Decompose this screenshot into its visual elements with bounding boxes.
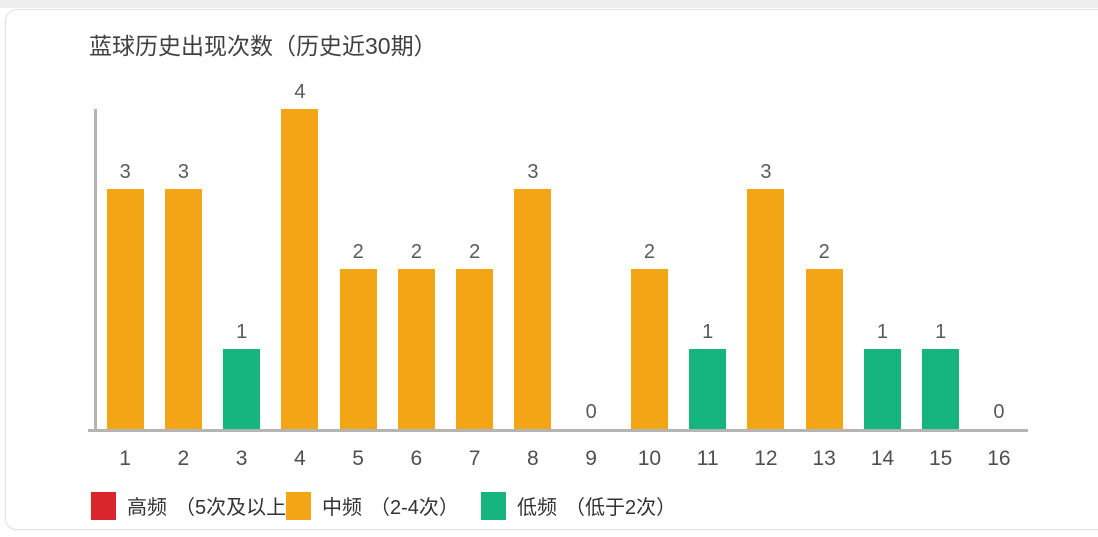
x-axis-line — [88, 429, 1028, 432]
x-axis-label: 5 — [352, 447, 364, 470]
x-axis-label: 16 — [987, 447, 1011, 470]
bar-column: 3 — [154, 109, 212, 429]
bar-value-label: 2 — [352, 241, 364, 263]
legend-range-label: （5次及以上） — [175, 497, 307, 519]
bar-value-label: 0 — [993, 401, 1005, 423]
bar-column: 0 — [970, 109, 1028, 429]
bar-value-label: 1 — [702, 321, 714, 343]
bar-value-label: 3 — [527, 161, 539, 183]
bar-value-label: 3 — [119, 161, 131, 183]
bar-value-label: 3 — [760, 161, 772, 183]
legend-swatch-icon — [481, 491, 506, 520]
bar[interactable] — [922, 349, 960, 429]
legend-item-3[interactable]: 低频 （低于2次） — [481, 491, 676, 520]
bar[interactable] — [339, 269, 377, 429]
bar[interactable] — [747, 189, 785, 429]
bar-column: 2 — [620, 109, 678, 429]
chart-title: 蓝球历史出现次数（历史近30期） — [89, 33, 437, 59]
legend-label: 低频 — [517, 497, 557, 519]
bar-column: 2 — [795, 109, 853, 429]
bar-column: 1 — [679, 109, 737, 429]
bar-column: 2 — [446, 109, 504, 429]
legend-range-label: （2-4次） — [370, 497, 459, 519]
bar[interactable] — [863, 349, 901, 429]
legend-range-label: （低于2次） — [565, 497, 677, 519]
bar[interactable] — [805, 269, 843, 429]
x-axis-label: 7 — [468, 447, 481, 470]
bar-value-label: 1 — [935, 321, 947, 343]
bar-column: 0 — [562, 109, 620, 429]
x-axis-label: 12 — [754, 447, 778, 470]
legend-label: 中频 — [322, 497, 362, 519]
x-axis-label: 14 — [870, 447, 895, 470]
page-top-strip — [0, 0, 1098, 8]
bar[interactable] — [397, 269, 435, 429]
legend: 高频 （5次及以上） 中频 （2-4次） 低频 （低于2次） — [91, 491, 1098, 520]
bar[interactable] — [281, 109, 319, 429]
x-axis-label: 1 — [119, 447, 131, 470]
legend-swatch-icon — [286, 491, 311, 520]
bar-column: 2 — [329, 109, 387, 429]
legend-swatch-icon — [91, 491, 116, 520]
bar-column: 4 — [271, 81, 329, 429]
bar-column: 3 — [737, 109, 795, 429]
x-axis-label: 4 — [294, 447, 306, 470]
bar-column: 3 — [96, 109, 154, 429]
bar-value-label: 3 — [177, 161, 189, 183]
plot-area: 3 3 1 4 2 2 2 3 0 2 1 3 2 1 1 0 — [88, 81, 1028, 432]
bar-value-label: 2 — [410, 241, 422, 263]
bar[interactable] — [630, 269, 668, 429]
bar[interactable] — [689, 349, 727, 429]
legend-item-1[interactable]: 高频 （5次及以上） — [91, 491, 306, 520]
bar-value-label: 2 — [469, 241, 481, 263]
y-axis-line — [94, 109, 97, 429]
x-axis-label: 13 — [812, 447, 836, 470]
bar-column: 1 — [853, 109, 911, 429]
bar-value-label: 2 — [643, 241, 655, 263]
x-axis-label: 2 — [177, 447, 190, 470]
bar-value-label: 2 — [818, 241, 830, 263]
x-axis-label: 9 — [585, 447, 597, 470]
bar[interactable] — [106, 189, 144, 429]
bar[interactable] — [164, 189, 202, 429]
bar[interactable] — [223, 349, 261, 429]
bar-value-label: 1 — [876, 321, 888, 343]
bar-value-label: 0 — [585, 401, 597, 423]
x-axis-label: 6 — [410, 447, 423, 470]
x-axis-label: 15 — [928, 447, 953, 470]
x-axis-labels: 1 2 3 4 5 6 7 8 9 10 11 12 13 14 15 16 — [96, 447, 1028, 471]
legend-label: 高频 — [127, 497, 167, 519]
bar-column: 1 — [912, 109, 970, 429]
legend-item-2[interactable]: 中频 （2-4次） — [286, 491, 481, 520]
bar-column: 3 — [504, 109, 562, 429]
bar-column: 1 — [213, 109, 271, 429]
bar[interactable] — [514, 189, 552, 429]
bar-value-label: 4 — [294, 81, 306, 103]
x-axis-label: 8 — [527, 447, 539, 470]
bar[interactable] — [456, 269, 494, 429]
bar-value-label: 1 — [236, 321, 248, 343]
x-axis-label: 3 — [235, 447, 248, 470]
x-axis-label: 10 — [637, 447, 662, 470]
x-axis-label: 11 — [696, 447, 719, 470]
bar-column: 2 — [387, 109, 445, 429]
